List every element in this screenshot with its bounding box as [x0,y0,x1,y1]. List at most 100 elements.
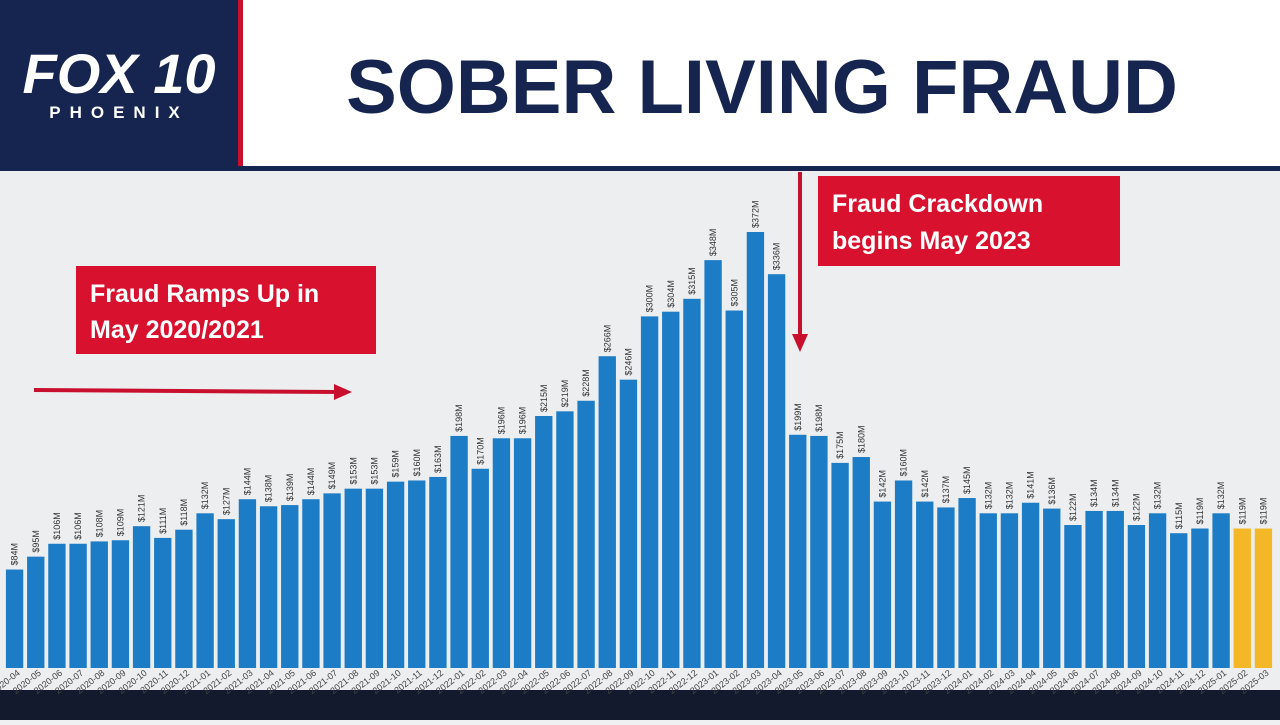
value-label: $132M [1153,482,1163,510]
value-label: $198M [454,404,464,432]
annotation: begins May 2023 [832,227,1031,255]
bar [1233,528,1251,668]
value-label: $228M [581,369,591,397]
value-label: $175M [835,431,845,459]
value-label: $142M [877,470,887,498]
logo-stripe [238,0,243,170]
bottom-bar [0,690,1280,720]
value-label: $134M [1089,479,1099,507]
value-label: $153M [348,457,358,485]
bar [916,501,934,668]
value-label: $122M [1068,493,1078,521]
value-label: $305M [729,279,739,307]
bar [1212,513,1230,668]
bar [48,543,66,668]
headline: SOBER LIVING FRAUD [346,45,1178,130]
value-label: $163M [433,445,443,473]
bar [238,499,257,668]
value-label: $160M [899,449,909,477]
bar [683,298,701,668]
value-label: $127M [221,488,231,516]
value-label: $315M [687,267,697,295]
bar [662,311,680,668]
bar [979,513,997,668]
bar [619,379,638,668]
bar [640,316,659,668]
value-label: $106M [52,512,62,540]
bar [577,400,595,668]
bar [831,462,849,668]
value-label: $119M [1195,498,1205,525]
bar [111,540,130,668]
value-label: $196M [518,407,528,435]
bar [937,507,955,668]
value-label: $139M [285,474,295,502]
value-label: $132M [983,482,993,510]
bar [5,569,24,668]
value-label: $219M [560,380,570,408]
bar [704,260,722,668]
bar [386,481,405,668]
bar [746,232,765,668]
value-label: $119M [1237,498,1247,525]
bar [132,526,151,668]
logo: FOX 10 [23,42,216,105]
value-label: $118M [179,499,189,526]
bar [344,488,362,668]
value-label: $153M [369,457,379,485]
bar [1064,525,1082,668]
value-label: $122M [1131,493,1141,521]
bar [69,543,87,668]
value-label: $132M [1216,482,1226,510]
bar [894,480,913,668]
value-label: $170M [475,437,485,465]
value-label: $95M [31,530,41,553]
bar [852,457,870,668]
value-label: $141M [1026,471,1036,499]
value-label: $144M [242,468,252,496]
bar [492,438,511,668]
value-label: $84M [10,543,20,566]
value-label: $136M [1047,477,1057,505]
bar [789,434,807,668]
bar [175,529,193,668]
bar [259,506,278,668]
value-label: $300M [645,285,655,313]
logo-sub: PHOENIX [49,103,189,122]
bar [450,435,468,668]
value-label: $215M [539,384,549,412]
bar [365,488,384,668]
arrow-head [792,334,808,352]
value-label: $246M [623,348,633,376]
value-label: $199M [793,403,803,431]
bar [1106,510,1124,668]
bar [513,438,532,668]
arrow-head [334,384,352,400]
value-label: $180M [856,426,866,454]
value-label: $304M [666,280,676,308]
bar [1254,528,1273,668]
annotation: May 2020/2021 [90,316,264,344]
bar [535,416,553,668]
annotation-box [818,176,1120,266]
bar [1148,513,1167,668]
bar [471,468,489,668]
bar [1191,528,1209,668]
value-label: $372M [750,200,760,228]
value-label: $108M [94,510,104,538]
value-label: $111M [158,508,168,534]
bar [873,501,892,668]
value-label: $336M [772,243,782,271]
value-label: $149M [327,462,337,490]
value-label: $160M [412,449,422,477]
logo-block [0,0,238,170]
bar [27,556,45,668]
bar [598,356,616,668]
bar [90,541,108,668]
annotation-box [76,266,376,354]
bar [1043,508,1061,668]
bar [1085,510,1103,668]
value-label: $159M [391,450,401,478]
value-label: $121M [137,495,147,523]
